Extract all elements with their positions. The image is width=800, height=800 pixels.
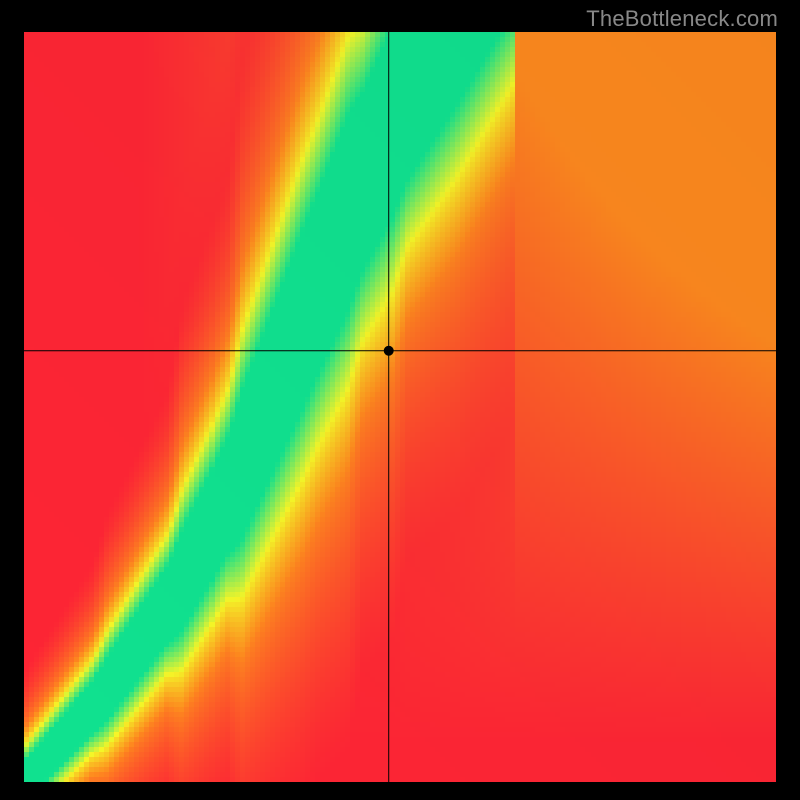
heatmap-canvas: [24, 32, 776, 782]
chart-container: TheBottleneck.com: [0, 0, 800, 800]
watermark-text: TheBottleneck.com: [586, 6, 778, 32]
